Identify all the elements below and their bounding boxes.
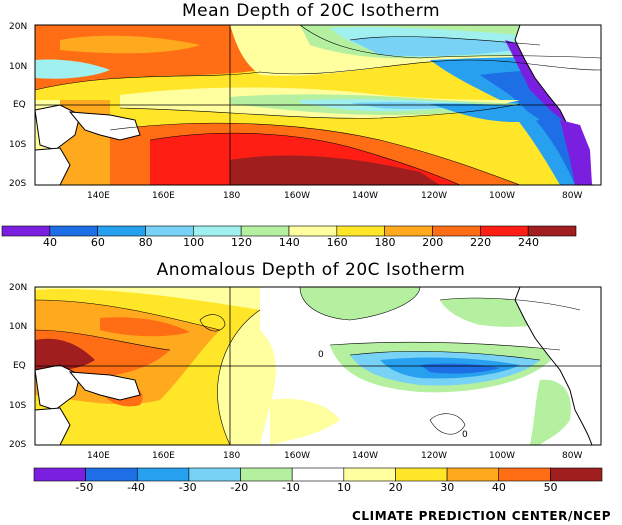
lat-label: 10S bbox=[9, 401, 27, 411]
mean-depth-map bbox=[35, 25, 601, 185]
colorbar-swatch bbox=[97, 225, 146, 237]
lon-label: 160E bbox=[152, 191, 175, 201]
lon-label: 160E bbox=[152, 451, 175, 461]
colorbar-swatch bbox=[33, 467, 86, 482]
colorbar-swatch bbox=[288, 225, 338, 237]
anomaly-depth-title: Anomalous Depth of 20C Isotherm bbox=[156, 260, 466, 280]
colorbar-swatch bbox=[384, 225, 433, 237]
colorbar-label: 10 bbox=[337, 481, 352, 494]
colorbar-label: 180 bbox=[374, 236, 396, 249]
lat-label: EQ bbox=[13, 361, 26, 371]
colorbar-swatch bbox=[432, 225, 481, 237]
colorbar-label: 40 bbox=[491, 481, 506, 494]
lon-label: 100W bbox=[489, 191, 516, 201]
colorbar-label: -30 bbox=[178, 481, 197, 494]
colorbar-label: -10 bbox=[281, 481, 300, 494]
lat-label: 10S bbox=[9, 140, 27, 150]
contour-label: 0 bbox=[462, 430, 468, 440]
colorbar-label: 120 bbox=[230, 236, 252, 249]
colorbar-swatch bbox=[1, 225, 51, 237]
colorbar-label: -50 bbox=[75, 481, 94, 494]
lon-label: 160W bbox=[284, 191, 311, 201]
lon-label: 140W bbox=[352, 191, 379, 201]
lat-label: 20N bbox=[9, 283, 28, 293]
colorbar-swatch bbox=[480, 225, 529, 237]
lat-label: 20S bbox=[9, 179, 27, 189]
colorbar-label: 60 bbox=[90, 236, 105, 249]
lat-label: EQ bbox=[13, 100, 26, 110]
anomaly-depth-map bbox=[35, 287, 601, 445]
colorbar-swatch bbox=[193, 225, 242, 237]
colorbar-label: -20 bbox=[230, 481, 249, 494]
colorbar-label: 50 bbox=[543, 481, 558, 494]
contour-label: 0 bbox=[318, 350, 324, 360]
lon-label: 120W bbox=[421, 451, 448, 461]
colorbar-swatch bbox=[291, 467, 345, 482]
mean-depth-title: Mean Depth of 20C Isotherm bbox=[181, 1, 441, 21]
colorbar-swatch bbox=[446, 467, 500, 482]
colorbar-label: 240 bbox=[517, 236, 539, 249]
colorbar-label: 220 bbox=[470, 236, 492, 249]
colorbar-label: 80 bbox=[138, 236, 153, 249]
lat-label: 10N bbox=[9, 322, 28, 332]
colorbar-label: 160 bbox=[326, 236, 348, 249]
colorbar-label: -40 bbox=[127, 481, 146, 494]
colorbar-swatch bbox=[336, 225, 385, 237]
colorbar-label: 140 bbox=[278, 236, 300, 249]
colorbar-swatch bbox=[49, 225, 98, 237]
lat-label: 20S bbox=[9, 440, 27, 450]
colorbar-swatch bbox=[527, 225, 577, 237]
colorbar-swatch bbox=[550, 467, 603, 482]
lon-label: 180 bbox=[223, 451, 241, 461]
lat-label: 20N bbox=[9, 22, 28, 32]
lon-label: 140E bbox=[87, 451, 110, 461]
lon-label: 80W bbox=[562, 191, 583, 201]
lon-label: 100W bbox=[489, 451, 516, 461]
mean-depth-colorbar bbox=[1, 225, 577, 237]
colorbar-label: 20 bbox=[388, 481, 403, 494]
colorbar-swatch bbox=[395, 467, 448, 482]
colorbar-swatch bbox=[498, 467, 551, 482]
colorbar-swatch bbox=[136, 467, 190, 482]
lon-label: 120W bbox=[421, 191, 448, 201]
colorbar-swatch bbox=[188, 467, 241, 482]
colorbar-swatch bbox=[145, 225, 194, 237]
colorbar-label: 30 bbox=[440, 481, 455, 494]
colorbar-label: 100 bbox=[183, 236, 205, 249]
lon-label: 140E bbox=[87, 191, 110, 201]
anomaly-depth-colorbar bbox=[33, 467, 603, 482]
lon-label: 180 bbox=[223, 191, 241, 201]
colorbar-swatch bbox=[240, 467, 293, 482]
colorbar-label: 40 bbox=[43, 236, 58, 249]
lon-label: 160W bbox=[284, 451, 311, 461]
colorbar-swatch bbox=[85, 467, 138, 482]
colorbar-swatch bbox=[240, 225, 290, 237]
lon-label: 80W bbox=[562, 451, 583, 461]
colorbar-label: 200 bbox=[422, 236, 444, 249]
lat-label: 10N bbox=[9, 62, 28, 72]
lon-label: 140W bbox=[352, 451, 379, 461]
colorbar-swatch bbox=[343, 467, 396, 482]
credit-text: CLIMATE PREDICTION CENTER/NCEP bbox=[352, 509, 612, 523]
